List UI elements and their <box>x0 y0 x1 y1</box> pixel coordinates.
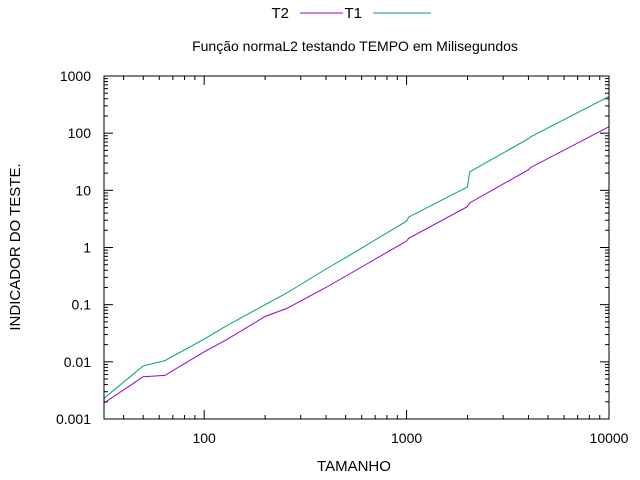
chart-title: Função normaL2 testando TEMPO em Miliseg… <box>192 38 518 54</box>
series-line-t1 <box>103 95 610 399</box>
x-axis-ticks: 100 1000 10000 <box>123 76 629 446</box>
plot-frame <box>103 75 610 420</box>
y-tick-label: 1 <box>83 240 91 256</box>
series-line-t2 <box>103 126 610 404</box>
legend-label: T2 <box>271 5 289 22</box>
y-tick-label: 10 <box>75 182 91 198</box>
y-tick-label: 0.1 <box>72 297 92 313</box>
legend: T2 T1 <box>271 5 431 22</box>
y-tick-label: 0.01 <box>64 354 91 370</box>
y-tick-label: 1000 <box>60 68 91 84</box>
y-axis-ticks: 0.001 0.01 0.1 1 10 100 1000 <box>56 68 609 427</box>
x-tick-label: 1000 <box>391 430 422 446</box>
x-axis-label: TAMANHO <box>317 458 391 475</box>
x-tick-label: 100 <box>192 430 216 446</box>
x-tick-label: 10000 <box>590 430 629 446</box>
series-lines <box>103 95 610 404</box>
y-tick-label: 100 <box>68 125 92 141</box>
legend-label: T1 <box>344 5 362 22</box>
y-tick-label: 0.001 <box>56 411 91 427</box>
y-axis-label: INDICADOR DO TESTE. <box>7 163 24 330</box>
